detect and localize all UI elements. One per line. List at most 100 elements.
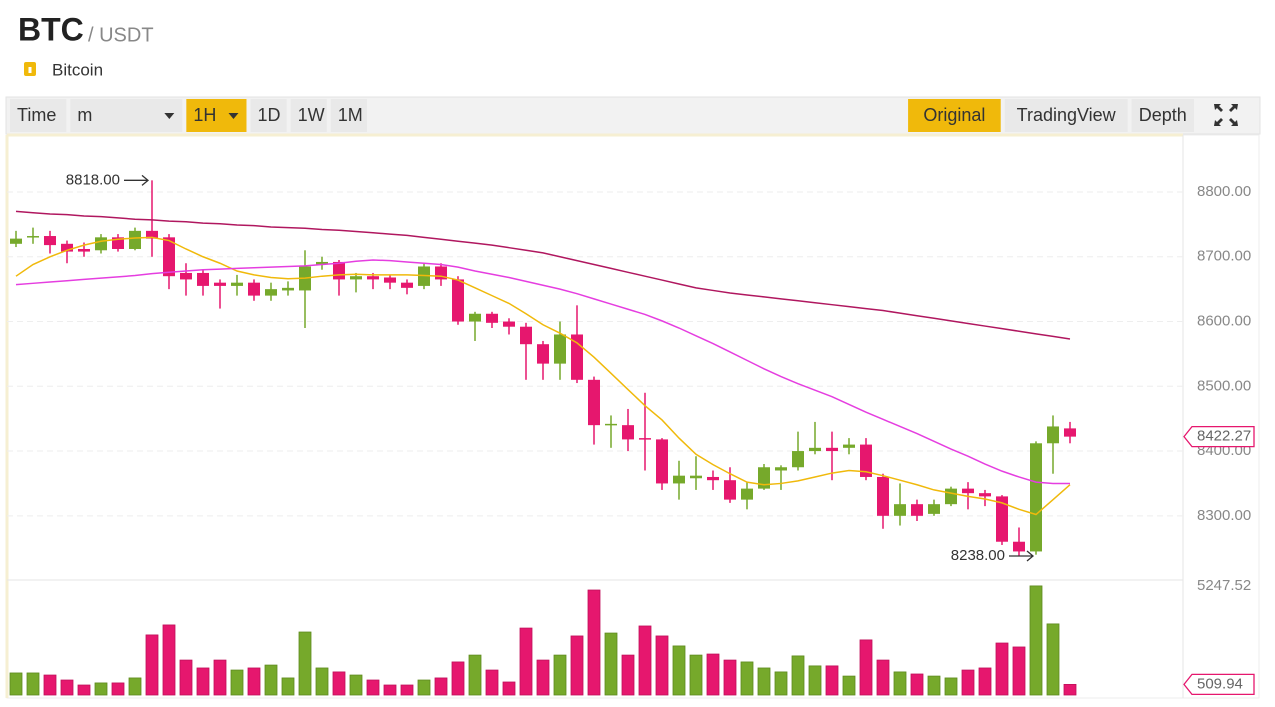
volume-bar xyxy=(944,677,958,696)
low-label: 8238.00 xyxy=(951,547,1005,564)
candle-body xyxy=(1013,541,1025,552)
candle-body xyxy=(1030,443,1042,552)
volume-bar xyxy=(162,624,176,696)
button-label[interactable]: 1D xyxy=(257,105,280,125)
candle-body xyxy=(741,488,753,500)
volume-bar xyxy=(672,645,686,696)
interval-button[interactable]: 1H xyxy=(186,99,247,132)
volume-bar xyxy=(179,659,193,696)
candle-body xyxy=(44,236,56,246)
candle-body xyxy=(452,279,464,322)
button-label[interactable]: m xyxy=(77,105,92,125)
button-label[interactable]: 1H xyxy=(193,105,216,125)
high-arrow xyxy=(124,174,150,186)
volume-bar xyxy=(213,659,227,696)
chart: 8300.008400.008500.008600.008700.008800.… xyxy=(7,171,1255,696)
volume-bar xyxy=(332,671,346,696)
volume-bar xyxy=(519,627,533,696)
volume-bar xyxy=(247,667,261,696)
button-bg[interactable] xyxy=(290,99,327,132)
button-bg[interactable] xyxy=(70,99,183,132)
candle-body xyxy=(163,237,175,277)
volume-bar xyxy=(825,665,839,696)
volume-bar xyxy=(791,655,805,696)
candle-body xyxy=(27,236,39,238)
moving-average xyxy=(15,259,1070,485)
volume-bar xyxy=(655,635,669,696)
candle-body xyxy=(979,493,991,497)
button-label[interactable]: Original xyxy=(923,105,985,125)
value-box-label: 8422.27 xyxy=(1197,428,1251,445)
button-label[interactable]: Depth xyxy=(1139,105,1187,125)
volume-bar xyxy=(910,673,924,696)
volume-bar xyxy=(264,664,278,696)
volume-bar xyxy=(536,659,550,696)
button-bg[interactable] xyxy=(250,99,287,132)
interval-button[interactable]: 1W xyxy=(290,99,327,132)
fullscreen-bg[interactable] xyxy=(1202,99,1248,132)
toolbar-left: Time m 1H 1D 1W 1M xyxy=(10,99,367,132)
quote: / USDT xyxy=(88,24,154,46)
button-label[interactable]: 1M xyxy=(338,105,363,125)
value-box xyxy=(1183,673,1255,696)
candle-body xyxy=(214,282,226,286)
interval-button[interactable]: Time xyxy=(10,99,67,132)
candle-body xyxy=(707,476,719,481)
candle-body xyxy=(1047,426,1059,444)
volume-bar xyxy=(757,667,771,696)
candle-body xyxy=(61,243,73,252)
candle-body xyxy=(350,276,362,280)
candle-body xyxy=(316,261,328,265)
symbol: BTC xyxy=(18,11,84,47)
candle-body xyxy=(860,444,872,477)
toolbar-right: Depth TradingView Original xyxy=(908,99,1194,132)
candle-body xyxy=(554,334,566,364)
button-label[interactable]: Time xyxy=(17,105,56,125)
candle-body xyxy=(690,475,702,479)
volume-bar xyxy=(468,654,482,696)
interval-button[interactable]: m xyxy=(70,99,183,132)
moving-average xyxy=(15,236,1071,516)
button-bg[interactable] xyxy=(908,99,1001,132)
volume-bar xyxy=(995,642,1009,696)
interval-button[interactable]: 1M xyxy=(330,99,367,132)
volume-bar xyxy=(876,659,890,696)
button-bg[interactable] xyxy=(1131,99,1194,132)
fullscreen-button[interactable] xyxy=(1202,99,1248,132)
button-bg[interactable] xyxy=(186,99,247,132)
volume-bar xyxy=(434,677,448,696)
volume-bar xyxy=(604,632,618,696)
fullscreen-icon xyxy=(1214,104,1238,126)
view-button[interactable]: Original xyxy=(908,99,1001,132)
volume-bar xyxy=(349,674,363,696)
candle-body xyxy=(282,287,294,291)
volume-bar xyxy=(77,684,91,696)
view-button[interactable]: Depth xyxy=(1131,99,1194,132)
candle-body xyxy=(520,326,532,345)
volume-bar xyxy=(621,654,635,696)
button-bg[interactable] xyxy=(1004,99,1128,132)
candle-body xyxy=(826,447,838,452)
moving-average xyxy=(15,210,1071,340)
volume-bar xyxy=(281,677,295,696)
button-label[interactable]: TradingView xyxy=(1017,105,1117,125)
volume-bar xyxy=(859,639,873,696)
volume-bar xyxy=(366,679,380,696)
button-bg[interactable] xyxy=(330,99,367,132)
candle-body xyxy=(945,488,957,505)
y-tick-label: 8600.00 xyxy=(1197,312,1251,329)
interval-button[interactable]: 1D xyxy=(250,99,287,132)
candle-body xyxy=(656,439,668,484)
button-bg[interactable] xyxy=(10,99,67,132)
view-button[interactable]: TradingView xyxy=(1004,99,1128,132)
candle-body xyxy=(537,344,549,364)
candle-body xyxy=(401,282,413,288)
candle-body xyxy=(622,425,634,440)
dropdown-arrow xyxy=(164,113,175,119)
candle-body xyxy=(95,237,107,251)
candle-body xyxy=(112,237,124,249)
volume-bar xyxy=(1029,585,1043,696)
volume-bar xyxy=(553,654,567,696)
button-label[interactable]: 1W xyxy=(298,105,325,125)
